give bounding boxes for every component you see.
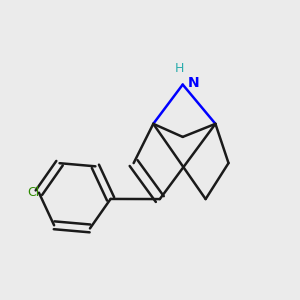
Text: N: N	[188, 76, 199, 90]
Text: Cl: Cl	[27, 186, 39, 199]
Text: H: H	[175, 62, 184, 75]
